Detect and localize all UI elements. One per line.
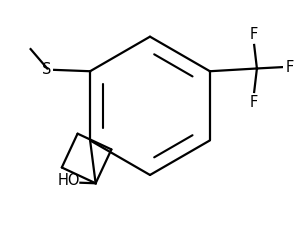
Text: F: F <box>250 27 258 42</box>
Text: HO: HO <box>58 173 80 188</box>
Text: S: S <box>42 62 51 77</box>
Text: F: F <box>286 60 294 75</box>
Text: F: F <box>250 95 258 110</box>
